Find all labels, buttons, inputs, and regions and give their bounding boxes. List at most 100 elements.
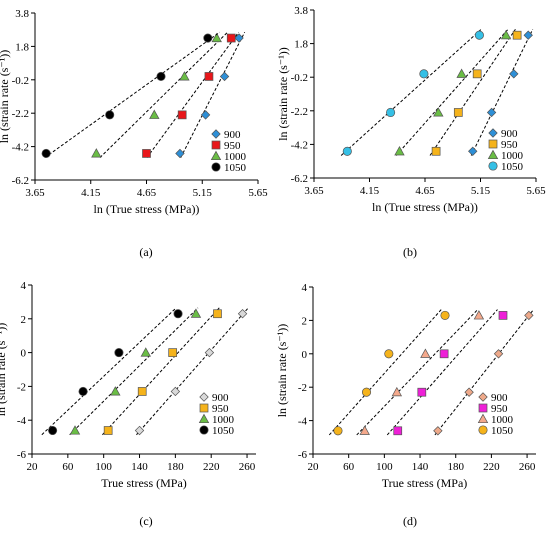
y-tick-label: -4.2 — [291, 139, 308, 151]
data-point-1000 — [473, 310, 485, 320]
trend-line-900 — [180, 31, 246, 158]
legend-entry: 900 — [501, 128, 518, 140]
trend-line-900 — [434, 309, 534, 436]
y-tick-label: -2 — [298, 382, 307, 394]
x-tick-label: 4.65 — [415, 185, 435, 197]
x-tick-label: 20 — [27, 461, 39, 473]
data-point-1000 — [211, 32, 222, 43]
data-point-1000 — [391, 386, 403, 397]
data-point-1050 — [384, 349, 394, 359]
data-point-1000 — [69, 425, 81, 435]
data-point-950 — [168, 348, 178, 357]
panel-caption: (d) — [403, 514, 417, 528]
data-point-900 — [523, 30, 533, 40]
y-tick-label: -6.2 — [12, 175, 29, 187]
x-tick-label: 220 — [483, 461, 500, 473]
data-point-1000 — [359, 425, 370, 435]
data-point-1000 — [140, 347, 151, 357]
legend-entry: 1050 — [491, 425, 514, 437]
legend-marker-1000 — [477, 413, 489, 424]
data-point-1050 — [48, 425, 58, 436]
y-tick-label: 3.8 — [15, 8, 29, 20]
trend-line-1000 — [69, 307, 199, 436]
y-tick-label: -4.2 — [12, 142, 29, 154]
x-tick-label: 4.65 — [137, 187, 157, 199]
data-point-1000 — [456, 68, 467, 78]
y-tick-label: 2 — [302, 315, 308, 327]
data-point-1050 — [361, 387, 372, 397]
trend-line-950 — [102, 307, 220, 436]
data-point-950 — [103, 426, 113, 435]
x-tick-label: 5.15 — [193, 187, 213, 199]
data-point-1000 — [190, 308, 202, 318]
data-point-1050 — [41, 148, 51, 158]
data-point-950 — [137, 387, 147, 396]
y-tick-label: -2.2 — [291, 106, 308, 118]
legend-entry: 950 — [491, 403, 508, 415]
x-tick-label: 180 — [447, 461, 464, 473]
x-tick-label: 4.15 — [360, 185, 380, 197]
data-point-900 — [234, 33, 244, 43]
legend-entry: 1050 — [501, 161, 524, 173]
data-point-900 — [433, 426, 443, 436]
trend-line-1000 — [356, 309, 479, 436]
panel-caption: (b) — [403, 245, 417, 259]
data-point-950 — [417, 387, 427, 397]
trend-line-1000 — [99, 31, 228, 158]
x-tick-label: 20 — [308, 461, 320, 473]
data-point-1050 — [78, 386, 88, 397]
data-point-900 — [468, 146, 478, 156]
data-point-1000 — [420, 348, 431, 358]
data-point-1050 — [386, 107, 396, 118]
data-point-1000 — [110, 386, 121, 396]
trend-line-1050 — [340, 28, 482, 156]
legend-marker-950 — [211, 140, 221, 150]
y-tick-label: 0 — [302, 349, 308, 361]
data-point-900 — [200, 110, 211, 120]
legend-entry: 950 — [224, 140, 241, 152]
data-point-1050 — [440, 310, 450, 320]
data-point-950 — [142, 149, 151, 158]
legend-entry: 1000 — [501, 150, 524, 162]
legend-entry: 900 — [491, 392, 508, 404]
y-axis-label: ln (strain rate (s⁻¹)) — [276, 47, 290, 141]
legend-entry: 1000 — [224, 151, 247, 163]
y-tick-label: 1.8 — [15, 41, 29, 53]
legend-marker-1000 — [487, 149, 499, 160]
data-point-1050 — [419, 69, 429, 79]
data-point-950 — [453, 108, 463, 117]
x-tick-label: 4.15 — [81, 187, 101, 199]
trend-line-950 — [146, 31, 240, 158]
x-tick-label: 180 — [167, 461, 184, 473]
data-point-900 — [170, 386, 181, 397]
data-point-950 — [393, 426, 403, 436]
trend-line-1050 — [44, 31, 221, 159]
legend-marker-900 — [211, 129, 221, 139]
legend-marker-1050 — [211, 162, 221, 172]
data-point-1050 — [105, 110, 115, 120]
y-tick-label: 1.8 — [294, 39, 308, 51]
y-tick-label: -2 — [17, 381, 26, 393]
data-point-1000 — [500, 29, 512, 40]
data-point-900 — [464, 387, 474, 397]
data-point-900 — [524, 310, 534, 321]
legend-marker-900 — [488, 128, 498, 138]
legend-marker-1050 — [478, 425, 488, 435]
legend-marker-1050 — [199, 425, 209, 435]
data-point-950 — [498, 311, 508, 320]
data-point-950 — [204, 72, 214, 81]
data-point-1000 — [149, 109, 160, 119]
data-point-950 — [512, 30, 522, 40]
x-tick-label: 5.65 — [526, 185, 546, 197]
legend-entry: 950 — [501, 139, 518, 151]
data-point-1050 — [474, 30, 484, 40]
y-tick-label: -0.2 — [291, 72, 308, 84]
data-point-900 — [237, 309, 248, 319]
trend-line-1050 — [41, 307, 177, 436]
y-tick-label: 0 — [21, 348, 27, 360]
y-tick-label: -6 — [298, 449, 308, 461]
panel-caption: (a) — [139, 245, 152, 259]
